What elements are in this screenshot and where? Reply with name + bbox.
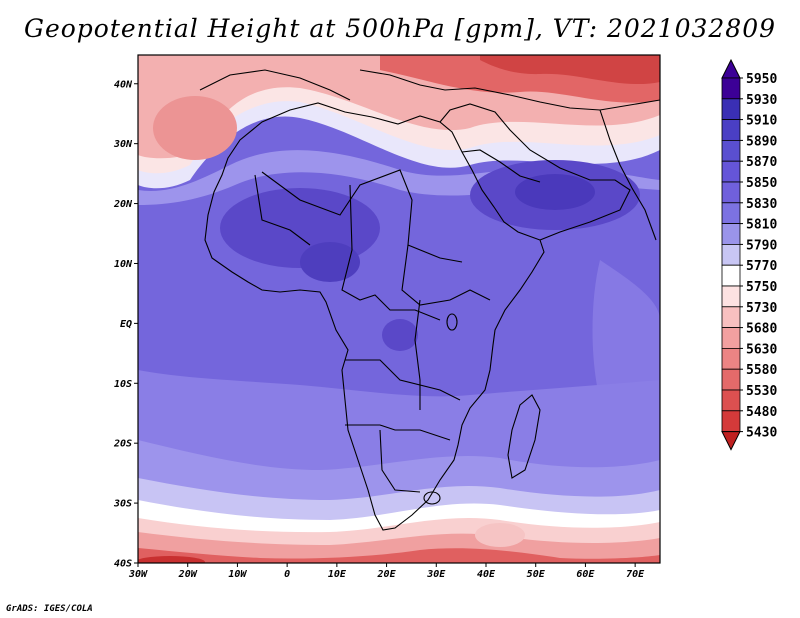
- colorbar-label: 5930: [746, 93, 777, 108]
- y-tick-label: 10N: [114, 259, 133, 270]
- madagascar: [507, 394, 541, 479]
- border-west: [254, 174, 311, 246]
- field-high-arabia-core: [515, 174, 595, 210]
- x-tick-label: 30W: [128, 569, 148, 580]
- colorbar-swatch: [721, 243, 741, 266]
- border-south: [345, 424, 451, 441]
- y-tick-label: 20S: [113, 439, 132, 450]
- colorbar-swatch: [721, 327, 741, 349]
- border-central-south: [345, 359, 461, 401]
- colorbar: 5950 5930 5910 5890 5870 5850 5830 5810 5790 5770…: [721, 58, 777, 451]
- mediterranean-north: [199, 69, 351, 101]
- x-tick-label: 10W: [228, 569, 247, 580]
- colorbar-swatch: [721, 98, 741, 121]
- colorbar-swatch: [721, 347, 741, 370]
- x-tick-label: 30E: [426, 569, 446, 580]
- colorbar-label: 5480: [746, 405, 777, 420]
- colorbar-swatch: [721, 389, 741, 412]
- colorbar-swatch: [721, 368, 741, 391]
- colorbar-label: 5630: [746, 342, 777, 357]
- colorbar-swatch: [721, 119, 741, 141]
- x-tick-label: 20W: [178, 569, 198, 580]
- y-tick-label: 40S: [114, 559, 132, 570]
- y-tick-label: EQ: [120, 319, 132, 330]
- border-botswana: [379, 429, 421, 493]
- geopotential-field: [138, 55, 660, 563]
- colorbar-label: 5530: [746, 384, 777, 399]
- colorbar-swatch: [721, 264, 741, 287]
- colorbar-swatch: [721, 202, 741, 225]
- colorbar-label: 5790: [746, 238, 777, 253]
- colorbar-swatch: [721, 410, 741, 432]
- colorbar-label: 5870: [746, 155, 777, 170]
- x-tick-label: 10E: [328, 569, 347, 580]
- colorbar-swatch: [721, 285, 741, 308]
- africa-coastline: [204, 102, 545, 531]
- colorbar-top-arrow: [721, 58, 741, 79]
- y-axis: 40N 30N 20N 10N EQ 10S 20S 30S 40S: [113, 79, 138, 570]
- colorbar-swatch: [721, 181, 741, 204]
- field-band-dark-red-north: [480, 55, 660, 85]
- colorbar-label: 5430: [746, 426, 777, 441]
- x-tick-label: 50E: [527, 569, 546, 580]
- arabia-coastline: [439, 103, 631, 241]
- y-tick-label: 30N: [113, 139, 133, 150]
- map-title: Geopotential Height at 500hPa [gpm], VT:…: [23, 14, 777, 43]
- field-band-red-south: [138, 548, 660, 563]
- field-band-light-blue-north: [138, 150, 660, 205]
- colorbar-label: 5580: [746, 363, 777, 378]
- x-tick-label: 70E: [626, 569, 645, 580]
- colorbar-label: 5770: [746, 259, 777, 274]
- x-tick-label: 60E: [576, 569, 595, 580]
- colorbar-label: 5680: [746, 322, 777, 337]
- south-asia-coast: [599, 109, 657, 241]
- field-trough-south: [475, 523, 525, 547]
- y-tick-label: 40N: [114, 79, 133, 90]
- grads-credit: GrADS: IGES/COLA: [6, 604, 93, 614]
- field-high-congo: [382, 319, 418, 351]
- x-axis: 30W 20W 10W 0 10E 20E 30E 40E 50E 60E 70E: [128, 563, 645, 580]
- colorbar-label: 5890: [746, 134, 777, 149]
- x-tick-label: 40E: [477, 569, 496, 580]
- colorbar-label: 5850: [746, 176, 777, 191]
- colorbar-swatch: [721, 77, 741, 100]
- field-low-south: [138, 556, 205, 563]
- x-tick-label: 0: [284, 569, 290, 580]
- colorbar-bottom-arrow: [721, 431, 741, 451]
- map-frame: [137, 54, 661, 564]
- red-sea-east: [461, 149, 541, 183]
- x-tick-label: 20E: [377, 569, 397, 580]
- border-sahara: [261, 169, 463, 263]
- lesotho: [423, 491, 441, 505]
- colorbar-label: 5810: [746, 218, 777, 233]
- border-central: [341, 184, 441, 321]
- colorbar-swatch: [721, 139, 741, 162]
- border-sudan: [401, 244, 491, 306]
- y-tick-label: 10S: [114, 379, 132, 390]
- southern-europe-asia: [359, 69, 660, 111]
- colorbar-swatch: [721, 306, 741, 328]
- y-tick-label: 30S: [113, 499, 132, 510]
- colorbar-swatch: [721, 223, 741, 245]
- field-high-niger: [300, 242, 360, 282]
- field-low-atlantic: [153, 96, 237, 160]
- colorbar-label: 5950: [746, 72, 777, 87]
- y-tick-label: 20N: [113, 199, 133, 210]
- colorbar-label: 5750: [746, 280, 777, 295]
- colorbar-label: 5830: [746, 197, 777, 212]
- border-congo-east: [414, 299, 421, 410]
- coastlines: [199, 69, 660, 531]
- colorbar-swatch: [721, 160, 741, 183]
- colorbar-label: 5730: [746, 301, 777, 316]
- lake-victoria: [446, 313, 458, 331]
- colorbar-label: 5910: [746, 114, 777, 129]
